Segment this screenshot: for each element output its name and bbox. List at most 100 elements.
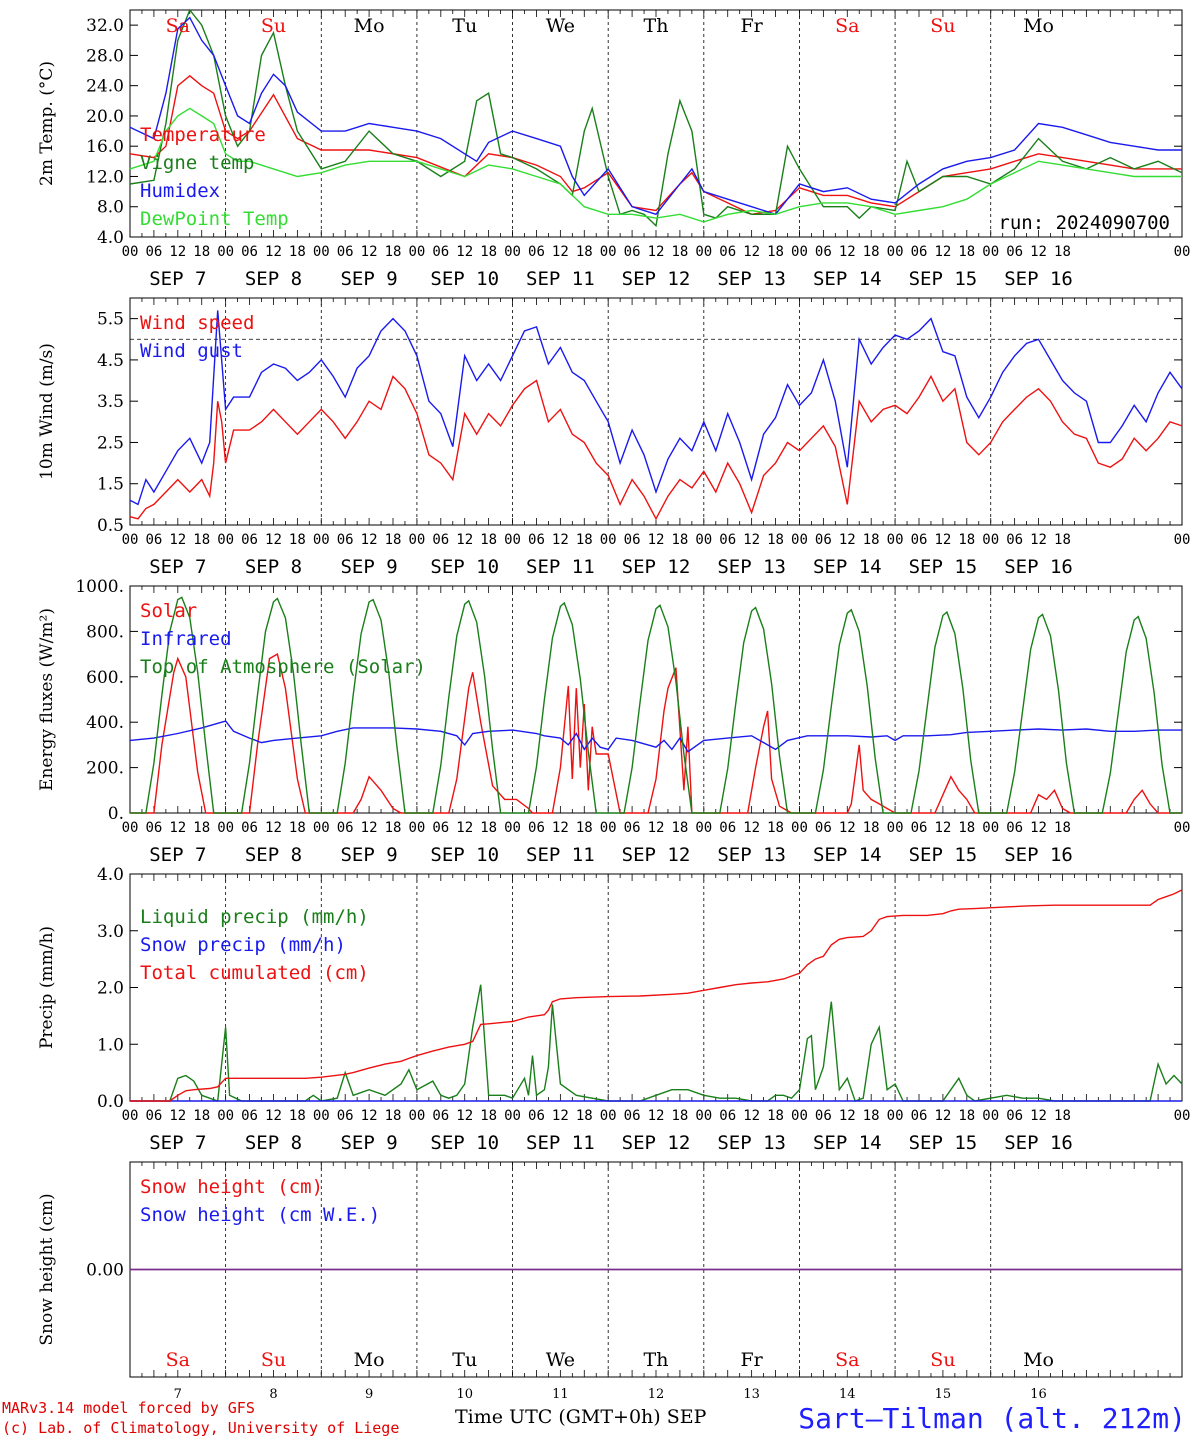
hour-label: 00	[217, 820, 234, 836]
hour-label: 18	[576, 1108, 593, 1124]
hour-label: 18	[576, 244, 593, 260]
date-label: SEP 11	[526, 268, 595, 290]
hour-label: 12	[265, 1108, 282, 1124]
date-label: SEP 16	[1004, 268, 1073, 290]
hour-label: 00	[504, 244, 521, 260]
legend-entry: Total cumulated (cm)	[140, 962, 369, 984]
x-axis-label: Time UTC (GMT+0h) SEP	[455, 1406, 707, 1428]
y-tick-label: 3.0	[97, 922, 124, 942]
date-label: SEP 9	[340, 556, 397, 578]
hour-label: 06	[528, 244, 545, 260]
hour-label: 06	[1006, 244, 1023, 260]
date-label: SEP 10	[430, 844, 499, 866]
hour-label: 06	[241, 1108, 258, 1124]
series-line	[129, 720, 1182, 753]
day-number: 12	[648, 1387, 665, 1400]
hour-label: 00	[217, 244, 234, 260]
hour-label: 00	[504, 532, 521, 548]
date-label: SEP 15	[909, 844, 978, 866]
hour-label: 06	[624, 532, 641, 548]
y-tick-label: 8.0	[97, 198, 124, 218]
legend-entry: Snow height (cm W.E.)	[140, 1204, 380, 1226]
hour-label: 18	[671, 1108, 688, 1124]
y-tick-label: 2.0	[97, 979, 124, 999]
series-line	[130, 596, 1182, 814]
hour-label: 18	[1054, 820, 1071, 836]
hour-label: 00	[313, 244, 330, 260]
station-name: Sart–Tilman (alt. 212m)	[798, 1402, 1186, 1435]
hour-label: 12	[361, 1108, 378, 1124]
y-tick-label: 4.0	[97, 228, 124, 248]
date-label: SEP 12	[622, 268, 691, 290]
hour-label: 06	[719, 820, 736, 836]
hour-label: 12	[361, 244, 378, 260]
hour-label: 18	[480, 820, 497, 836]
date-label: SEP 14	[813, 1132, 882, 1154]
y-tick-label: 28.0	[86, 46, 124, 66]
hour-label: 06	[1006, 1108, 1023, 1124]
hour-label: 00	[982, 1108, 999, 1124]
hour-label: 06	[241, 244, 258, 260]
date-label: SEP 14	[813, 844, 882, 866]
hour-label: 06	[337, 820, 354, 836]
date-label: SEP 16	[1004, 556, 1073, 578]
hour-label: 18	[289, 532, 306, 548]
hour-label: 00	[695, 820, 712, 836]
hour-label: 12	[265, 244, 282, 260]
hour-label: 12	[552, 820, 569, 836]
date-label: SEP 14	[813, 268, 882, 290]
hour-label: 06	[719, 1108, 736, 1124]
hour-label: 00	[695, 1108, 712, 1124]
hour-label: 18	[958, 1108, 975, 1124]
hour-label: 12	[456, 1108, 473, 1124]
hour-label: 18	[863, 820, 880, 836]
hour-label: 18	[385, 1108, 402, 1124]
hour-label: 18	[958, 244, 975, 260]
date-label: SEP 12	[622, 556, 691, 578]
day-abbr: We	[546, 1349, 575, 1371]
hour-label: 12	[456, 820, 473, 836]
hour-label: 00	[122, 1108, 139, 1124]
hour-label: 18	[1054, 244, 1071, 260]
hour-label: 12	[265, 820, 282, 836]
hour-label: 12	[839, 1108, 856, 1124]
legend-entry: Top of Atmosphere (Solar)	[140, 656, 426, 678]
hour-label: 18	[863, 244, 880, 260]
series-line	[129, 374, 1183, 521]
hour-label: 06	[911, 820, 928, 836]
legend-entry: Wind speed	[140, 312, 254, 334]
hour-label: 18	[576, 820, 593, 836]
hour-label: 06	[719, 244, 736, 260]
date-label: SEP 10	[430, 268, 499, 290]
series-line	[129, 8, 1183, 228]
y-tick-label: 400.	[86, 713, 124, 733]
hour-label: 00	[887, 820, 904, 836]
day-number: 9	[365, 1387, 373, 1400]
hour-label: 00	[122, 820, 139, 836]
hour-label: 00	[217, 1108, 234, 1124]
y-tick-label: 4.0	[97, 865, 124, 885]
day-abbr: Mo	[1023, 1349, 1054, 1371]
hour-label: 06	[241, 820, 258, 836]
day-abbr: Su	[261, 15, 286, 37]
legend-entry: Vigne temp	[140, 152, 254, 174]
date-label: SEP 10	[430, 556, 499, 578]
hour-label: 12	[1030, 1108, 1047, 1124]
hour-label: 12	[1030, 820, 1047, 836]
hour-label: 12	[456, 244, 473, 260]
hour-label: 12	[839, 244, 856, 260]
date-label: SEP 8	[245, 844, 302, 866]
date-label: SEP 16	[1004, 1132, 1073, 1154]
hour-label: 00	[791, 1108, 808, 1124]
y-tick-label: 3.5	[97, 392, 124, 412]
hour-label: 12	[648, 1108, 665, 1124]
date-label: SEP 16	[1004, 844, 1073, 866]
day-number: 10	[456, 1387, 473, 1400]
hour-label: 00	[600, 1108, 617, 1124]
hour-label: 06	[528, 532, 545, 548]
legend-entry: Snow precip (mm/h)	[140, 934, 346, 956]
legend-entry: Humidex	[140, 180, 220, 202]
hour-label: 00	[887, 532, 904, 548]
hour-label: 00	[1174, 244, 1191, 260]
hour-label: 12	[1030, 244, 1047, 260]
